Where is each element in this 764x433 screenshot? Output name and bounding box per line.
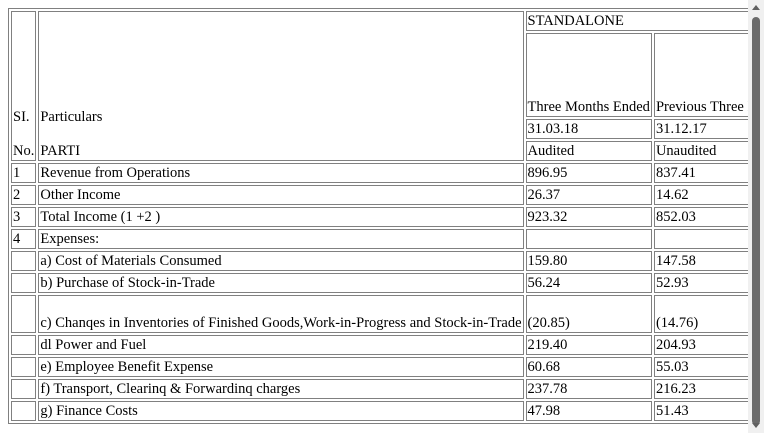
row-particulars: a) Cost of Materials Consumed — [38, 251, 524, 271]
row-value: 60.68 — [525, 357, 652, 377]
row-particulars: Revenue from Operations — [38, 163, 524, 183]
period-header-row: Three Months Ended Previous Three Months… — [11, 33, 748, 117]
row-value: 852.03 — [653, 207, 748, 227]
row-particulars: Other Income — [38, 185, 524, 205]
row-value: 923.32 — [525, 207, 652, 227]
row-value: 51.43 — [653, 401, 748, 421]
row-value: 159.80 — [525, 251, 652, 271]
row-value: 219.40 — [525, 335, 652, 355]
row-value — [525, 229, 652, 249]
row-sl-no: 2 — [11, 185, 37, 205]
scrollbar-thumb[interactable] — [752, 17, 760, 425]
audit-status: Unaudited — [653, 141, 748, 161]
row-sl-no — [11, 295, 37, 333]
row-value: 56.24 — [525, 273, 652, 293]
table-row: dl Power and Fuel219.40204.93168.20795.8… — [11, 335, 748, 355]
row-value: 26.37 — [525, 185, 652, 205]
row-particulars: e) Employee Benefit Expense — [38, 357, 524, 377]
row-value: 204.93 — [653, 335, 748, 355]
scroll-down-arrow-icon[interactable] — [748, 417, 764, 433]
row-value: 216.23 — [653, 379, 748, 399]
row-particulars: g) Finance Costs — [38, 401, 524, 421]
row-sl-no: 3 — [11, 207, 37, 227]
row-particulars: dl Power and Fuel — [38, 335, 524, 355]
date-header-row: 31.03.18 31.12.17 31.03.17 31.03.18 31.0… — [11, 119, 748, 139]
row-sl-no — [11, 357, 37, 377]
audit-status-row: Audited Unaudited Audited Audited — [11, 141, 748, 161]
row-sl-no — [11, 401, 37, 421]
table-row: 4 Expenses: — [11, 229, 748, 249]
period-header: Three Months Ended — [525, 33, 652, 117]
row-value: 55.03 — [653, 357, 748, 377]
row-value: (20.85) — [525, 295, 652, 333]
row-particulars: Total Income (1 +2 ) — [38, 207, 524, 227]
period-header: Previous Three Months Ended — [653, 33, 748, 117]
header-row-group: SI. No. Particulars PARTI STANDALONE — [11, 11, 748, 161]
row-value: 147.58 — [653, 251, 748, 271]
table-row: g) Finance Costs47.9851.4346.63197.48188… — [11, 401, 748, 421]
row-value: 896.95 — [525, 163, 652, 183]
table-row: f) Transport, Clearinq & Forwardinq char… — [11, 379, 748, 399]
row-particulars: Expenses: — [38, 229, 524, 249]
row-value: 837.41 — [653, 163, 748, 183]
scroll-up-arrow-icon[interactable] — [748, 0, 764, 16]
row-particulars: f) Transport, Clearinq & Forwardinq char… — [38, 379, 524, 399]
row-value: 14.62 — [653, 185, 748, 205]
sl-no-header: SI. No. — [11, 11, 37, 161]
row-sl-no: 4 — [11, 229, 37, 249]
row-sl-no — [11, 273, 37, 293]
row-value: 237.78 — [525, 379, 652, 399]
document-viewport: SI. No. Particulars PARTI STANDALONE Thr… — [8, 8, 748, 424]
row-sl-no — [11, 379, 37, 399]
row-particulars: c) Chanqes in Inventories of Finished Go… — [38, 295, 524, 333]
row-sl-no — [11, 335, 37, 355]
row-value — [653, 229, 748, 249]
row-value: 47.98 — [525, 401, 652, 421]
audit-status: Audited — [525, 141, 652, 161]
row-value: (14.76) — [653, 295, 748, 333]
date-header: 31.12.17 — [653, 119, 748, 139]
table-row: b) Purchase of Stock-in-Trade56.2452.935… — [11, 273, 748, 293]
date-header: 31.03.18 — [525, 119, 652, 139]
financial-results-table: SI. No. Particulars PARTI STANDALONE Thr… — [8, 8, 748, 424]
table-row: a) Cost of Materials Consumed 159.80 147.5… — [11, 251, 748, 271]
row-value: 52.93 — [653, 273, 748, 293]
table-row: e) Employee Benefit Expense60.6855.0348.… — [11, 357, 748, 377]
particulars-header: Particulars PARTI — [38, 11, 524, 161]
row-sl-no — [11, 251, 37, 271]
vertical-scrollbar[interactable] — [748, 0, 764, 433]
standalone-header: STANDALONE — [525, 11, 748, 31]
table-row: c) Chanqes in Inventories of Finished Go… — [11, 295, 748, 333]
row-particulars: b) Purchase of Stock-in-Trade — [38, 273, 524, 293]
row-sl-no: 1 — [11, 163, 37, 183]
